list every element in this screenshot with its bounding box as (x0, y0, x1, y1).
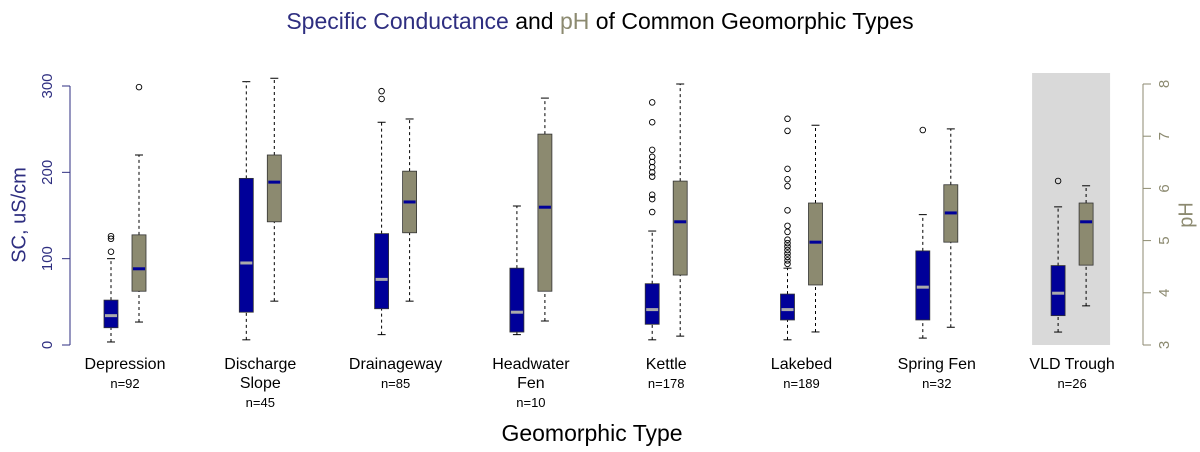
box (808, 202, 823, 286)
title-part: pH (559, 8, 590, 34)
outlier (784, 165, 791, 173)
y-tick-label: 100 (39, 246, 56, 271)
outlier (784, 115, 791, 123)
n-label: n=189 (783, 376, 820, 391)
x-tick-label: Headwater Fen (492, 356, 570, 392)
outlier (648, 146, 656, 154)
x-tick-label: Kettle (645, 356, 687, 373)
outlier (784, 207, 791, 214)
outlier (784, 257, 791, 264)
highlight-band (1032, 73, 1111, 345)
y-axis-label: SC, uS/cm (8, 167, 30, 263)
x-axis-label: Geomorphic Type (501, 420, 683, 446)
box (266, 154, 282, 223)
title-part: of Common Geomorphic Types (589, 8, 914, 34)
outlier (648, 119, 656, 126)
y2-tick-label: 6 (1156, 184, 1173, 192)
outlier (378, 87, 385, 95)
x-tick-label: VLD Trough (1029, 356, 1115, 373)
box (780, 293, 795, 321)
box (915, 250, 931, 321)
outlier (107, 235, 115, 243)
n-label: n=45 (245, 395, 275, 410)
y-tick-label: 300 (39, 73, 56, 98)
n-label: n=85 (380, 376, 411, 391)
box (1078, 202, 1094, 266)
outlier (107, 248, 115, 256)
n-label: n=178 (647, 376, 685, 391)
n-label: n=10 (516, 395, 546, 410)
outlier (135, 83, 143, 91)
outlier (1054, 177, 1062, 185)
y2-tick-label: 4 (1156, 289, 1173, 297)
outlier (648, 208, 656, 216)
outlier (784, 250, 791, 257)
y2-tick-label: 8 (1156, 80, 1173, 88)
outlier (919, 126, 927, 134)
box (131, 234, 147, 292)
outlier (784, 228, 791, 236)
outlier (784, 260, 791, 268)
y2-tick-label: 5 (1156, 236, 1173, 244)
box (238, 177, 254, 313)
box (103, 299, 119, 329)
y2-tick-label: 3 (1156, 341, 1173, 349)
outlier (784, 182, 791, 190)
y2-tick-label: 7 (1156, 132, 1173, 140)
outlier (784, 253, 791, 261)
box (1050, 265, 1066, 317)
x-tick-label: Depression (84, 356, 166, 373)
x-tick-label: Spring Fen (897, 356, 976, 373)
outlier (784, 127, 791, 135)
y2-axis-label: pH (1175, 202, 1197, 228)
x-tick-label: Lakebed (770, 356, 833, 373)
outlier (784, 175, 791, 183)
outlier (648, 173, 656, 180)
outlier (648, 99, 656, 106)
box (509, 267, 525, 333)
title-part: Specific Conductance (286, 8, 509, 34)
n-label: n=26 (1057, 376, 1087, 391)
outlier (107, 232, 115, 240)
chart-title: Specific Conductance and pH of Common Ge… (0, 8, 1200, 35)
outlier (784, 246, 791, 254)
y-tick-label: 0 (39, 341, 56, 349)
outlier (784, 236, 791, 243)
x-tick-label: Drainageway (348, 356, 443, 373)
x-tick-label: Discharge Slope (224, 356, 297, 392)
outlier (648, 191, 656, 199)
box (672, 180, 688, 276)
title-part: and (508, 8, 560, 34)
n-label: n=32 (922, 376, 952, 391)
box (374, 233, 390, 310)
outlier (784, 222, 791, 230)
outlier (648, 195, 656, 203)
outlier (378, 95, 385, 103)
y-tick-label: 200 (39, 160, 56, 185)
n-label: n=92 (110, 376, 140, 391)
outlier (648, 153, 656, 161)
box (537, 133, 553, 292)
outlier (784, 239, 791, 247)
outlier (784, 243, 791, 250)
box (644, 283, 660, 325)
